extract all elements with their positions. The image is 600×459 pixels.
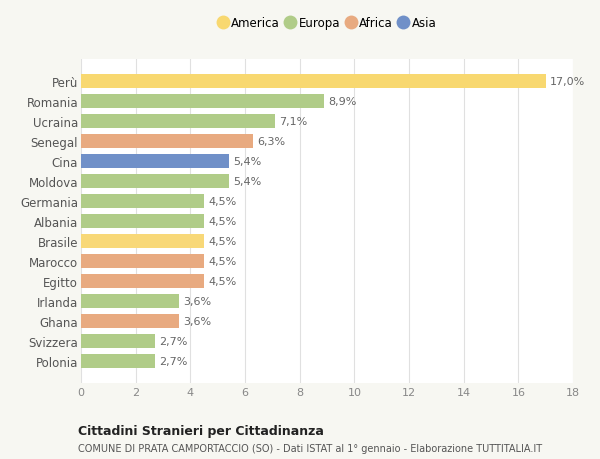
Bar: [81, 194, 204, 209]
Text: Cittadini Stranieri per Cittadinanza: Cittadini Stranieri per Cittadinanza: [78, 424, 324, 437]
Legend: America, Europa, Africa, Asia: America, Europa, Africa, Asia: [214, 14, 440, 34]
Text: 4,5%: 4,5%: [208, 236, 236, 246]
Bar: [81, 174, 229, 189]
Text: 3,6%: 3,6%: [184, 316, 212, 326]
Text: 2,7%: 2,7%: [159, 356, 187, 366]
Bar: [81, 354, 155, 369]
Bar: [81, 274, 204, 289]
Text: 5,4%: 5,4%: [233, 157, 261, 167]
Bar: [81, 334, 155, 348]
Text: 6,3%: 6,3%: [257, 136, 286, 146]
Bar: [81, 254, 204, 269]
Text: 4,5%: 4,5%: [208, 217, 236, 226]
Text: 3,6%: 3,6%: [184, 297, 212, 307]
Text: 5,4%: 5,4%: [233, 177, 261, 186]
Text: 4,5%: 4,5%: [208, 257, 236, 266]
Bar: [81, 154, 229, 169]
Bar: [81, 95, 324, 109]
Bar: [81, 294, 179, 308]
Text: COMUNE DI PRATA CAMPORTACCIO (SO) - Dati ISTAT al 1° gennaio - Elaborazione TUTT: COMUNE DI PRATA CAMPORTACCIO (SO) - Dati…: [78, 443, 542, 453]
Bar: [81, 234, 204, 249]
Text: 2,7%: 2,7%: [159, 336, 187, 347]
Bar: [81, 134, 253, 149]
Text: 4,5%: 4,5%: [208, 276, 236, 286]
Bar: [81, 114, 275, 129]
Text: 17,0%: 17,0%: [550, 77, 585, 87]
Text: 7,1%: 7,1%: [279, 117, 307, 127]
Bar: [81, 74, 545, 89]
Bar: [81, 314, 179, 329]
Bar: [81, 214, 204, 229]
Text: 8,9%: 8,9%: [328, 96, 357, 106]
Text: 4,5%: 4,5%: [208, 196, 236, 207]
